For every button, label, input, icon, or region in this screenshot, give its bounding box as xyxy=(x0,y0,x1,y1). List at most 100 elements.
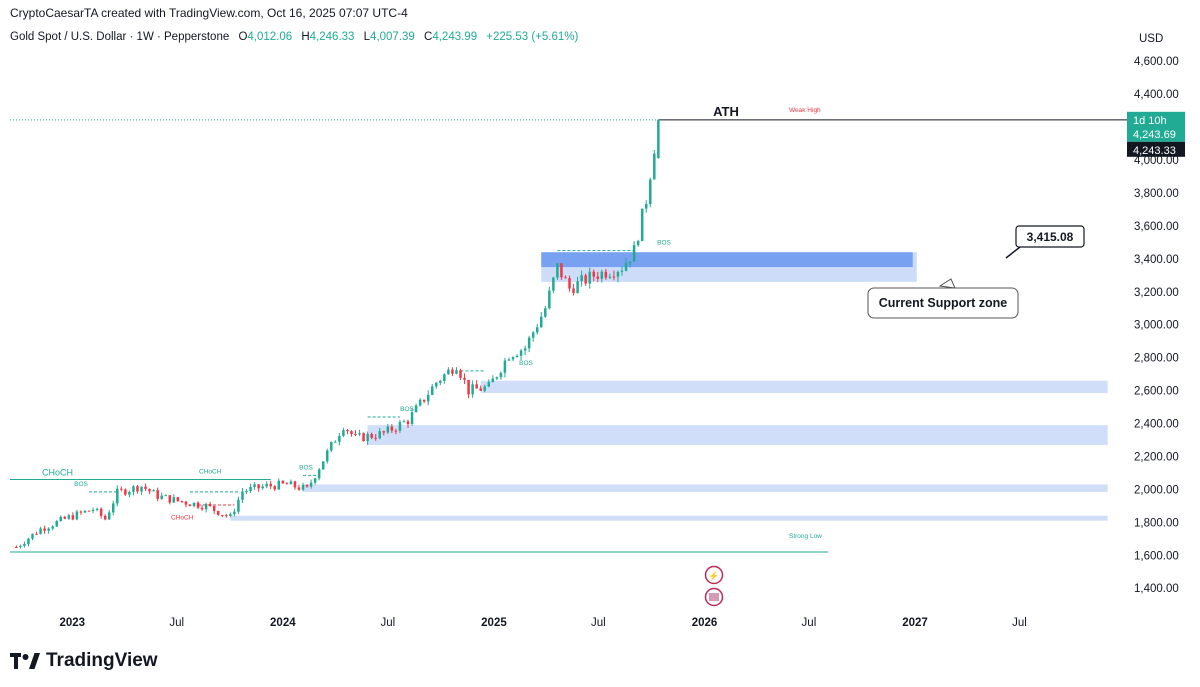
price-tick-label: 4,400.00 xyxy=(1134,89,1179,101)
candle-body xyxy=(519,350,523,356)
candle-body xyxy=(430,386,434,395)
price-tick-label: 3,600.00 xyxy=(1134,221,1179,233)
candle-body xyxy=(632,245,636,262)
candle-body xyxy=(540,316,543,328)
tradingview-logo[interactable]: TradingView xyxy=(10,650,158,672)
candle-body xyxy=(527,337,531,349)
candle-body xyxy=(180,500,184,502)
candle-body xyxy=(301,484,305,490)
candle-body xyxy=(576,281,579,294)
candle-body xyxy=(564,277,567,279)
candle-body xyxy=(293,481,297,488)
bos-label-2: BOS xyxy=(299,464,313,471)
candle-body xyxy=(99,508,103,516)
currency-label[interactable]: USD xyxy=(1139,33,1164,45)
candle-body xyxy=(269,483,272,487)
candle-body xyxy=(584,275,587,284)
candle-body xyxy=(459,370,462,378)
candle-body xyxy=(216,510,220,516)
candle-body xyxy=(148,488,151,492)
event-icon-bolt xyxy=(704,565,724,585)
symbol-name[interactable]: Gold Spot / U.S. Dollar · 1W · Peppersto… xyxy=(10,31,230,43)
candle-body xyxy=(592,271,595,277)
price-tick-label: 2,200.00 xyxy=(1134,451,1179,463)
time-tick-label: 2023 xyxy=(60,617,86,629)
candle-body xyxy=(39,528,42,534)
candles xyxy=(15,119,660,549)
candle-body xyxy=(196,502,200,508)
candle-body xyxy=(390,426,394,431)
time-axis[interactable]: 2023 Jul 2024 Jul 2025 Jul 2026 Jul 2027 Jul xyxy=(60,617,1027,629)
candle-body xyxy=(23,544,26,546)
candle-body xyxy=(483,386,486,391)
candle-body xyxy=(410,412,414,425)
time-tick-label: Jul xyxy=(591,617,606,629)
candle-body xyxy=(439,380,442,383)
candle-body xyxy=(237,499,240,512)
tradingview-logo-icon xyxy=(10,653,40,669)
candle-body xyxy=(511,357,515,360)
candle-body xyxy=(475,384,478,389)
candle-body xyxy=(156,490,159,499)
bos-label-5: BOS xyxy=(657,240,671,247)
choch-up-label: CHoCH xyxy=(199,469,222,476)
candle-body xyxy=(499,372,503,378)
candle-body xyxy=(47,528,50,531)
high-value: 4,246.33 xyxy=(309,31,355,43)
open-value: 4,012.06 xyxy=(247,31,293,43)
candle-body xyxy=(51,526,54,529)
choch-major-label: CHoCH xyxy=(42,468,73,478)
candle-body xyxy=(378,431,381,439)
time-tick-label: Jul xyxy=(380,617,395,629)
candle-body xyxy=(406,421,410,425)
price-tick-label: 4,000.00 xyxy=(1134,155,1179,167)
price-tick-label: 3,400.00 xyxy=(1134,254,1179,266)
zone-zone-2000 xyxy=(303,484,1108,492)
candle-body xyxy=(128,491,131,495)
candle-body xyxy=(418,399,422,406)
candle-body xyxy=(140,486,143,492)
ath-label: ATH xyxy=(713,104,739,119)
candle-body xyxy=(221,515,224,517)
candle-body xyxy=(91,509,95,511)
candle-body xyxy=(649,179,652,204)
price-axis[interactable]: 1,400.00 1,600.00 1,800.00 2,000.00 2,200.00… xyxy=(1134,56,1179,595)
candle-body xyxy=(414,405,418,413)
candle-body xyxy=(544,308,547,317)
symbol-legend[interactable]: Gold Spot / U.S. Dollar · 1W · Peppersto… xyxy=(10,31,578,43)
candle-body xyxy=(620,270,624,272)
candle-body xyxy=(111,503,115,513)
candle-body xyxy=(548,290,551,309)
candle-body xyxy=(212,506,216,511)
candle-body xyxy=(35,533,38,535)
structure-lines xyxy=(10,119,1128,553)
candle-body xyxy=(653,153,656,180)
candle-body xyxy=(326,450,329,462)
candle-body xyxy=(435,382,438,387)
candle-body xyxy=(229,514,232,516)
candle-body xyxy=(604,271,608,278)
candle-body xyxy=(568,278,571,289)
support-label-pointer xyxy=(938,278,956,289)
candle-body xyxy=(103,515,107,520)
candle-body xyxy=(116,488,119,504)
candle-body xyxy=(188,504,192,507)
open-label: O xyxy=(238,31,248,43)
close-value: 4,243.99 xyxy=(432,31,478,43)
candle-body xyxy=(317,469,321,479)
bolt-icon: ⚡ xyxy=(708,570,719,582)
candle-body xyxy=(596,276,600,279)
candle-body xyxy=(176,497,180,501)
candle-body xyxy=(455,370,458,374)
price-tick-label: 1,800.00 xyxy=(1134,517,1179,529)
candle-body xyxy=(79,511,83,513)
candle-body xyxy=(370,433,373,438)
candle-body xyxy=(560,263,563,278)
candle-body xyxy=(63,516,67,519)
candle-body xyxy=(334,441,337,443)
low-value: 4,007.39 xyxy=(370,31,415,43)
candle-body xyxy=(273,486,277,490)
candle-body xyxy=(346,430,349,432)
candle-body xyxy=(398,422,402,431)
